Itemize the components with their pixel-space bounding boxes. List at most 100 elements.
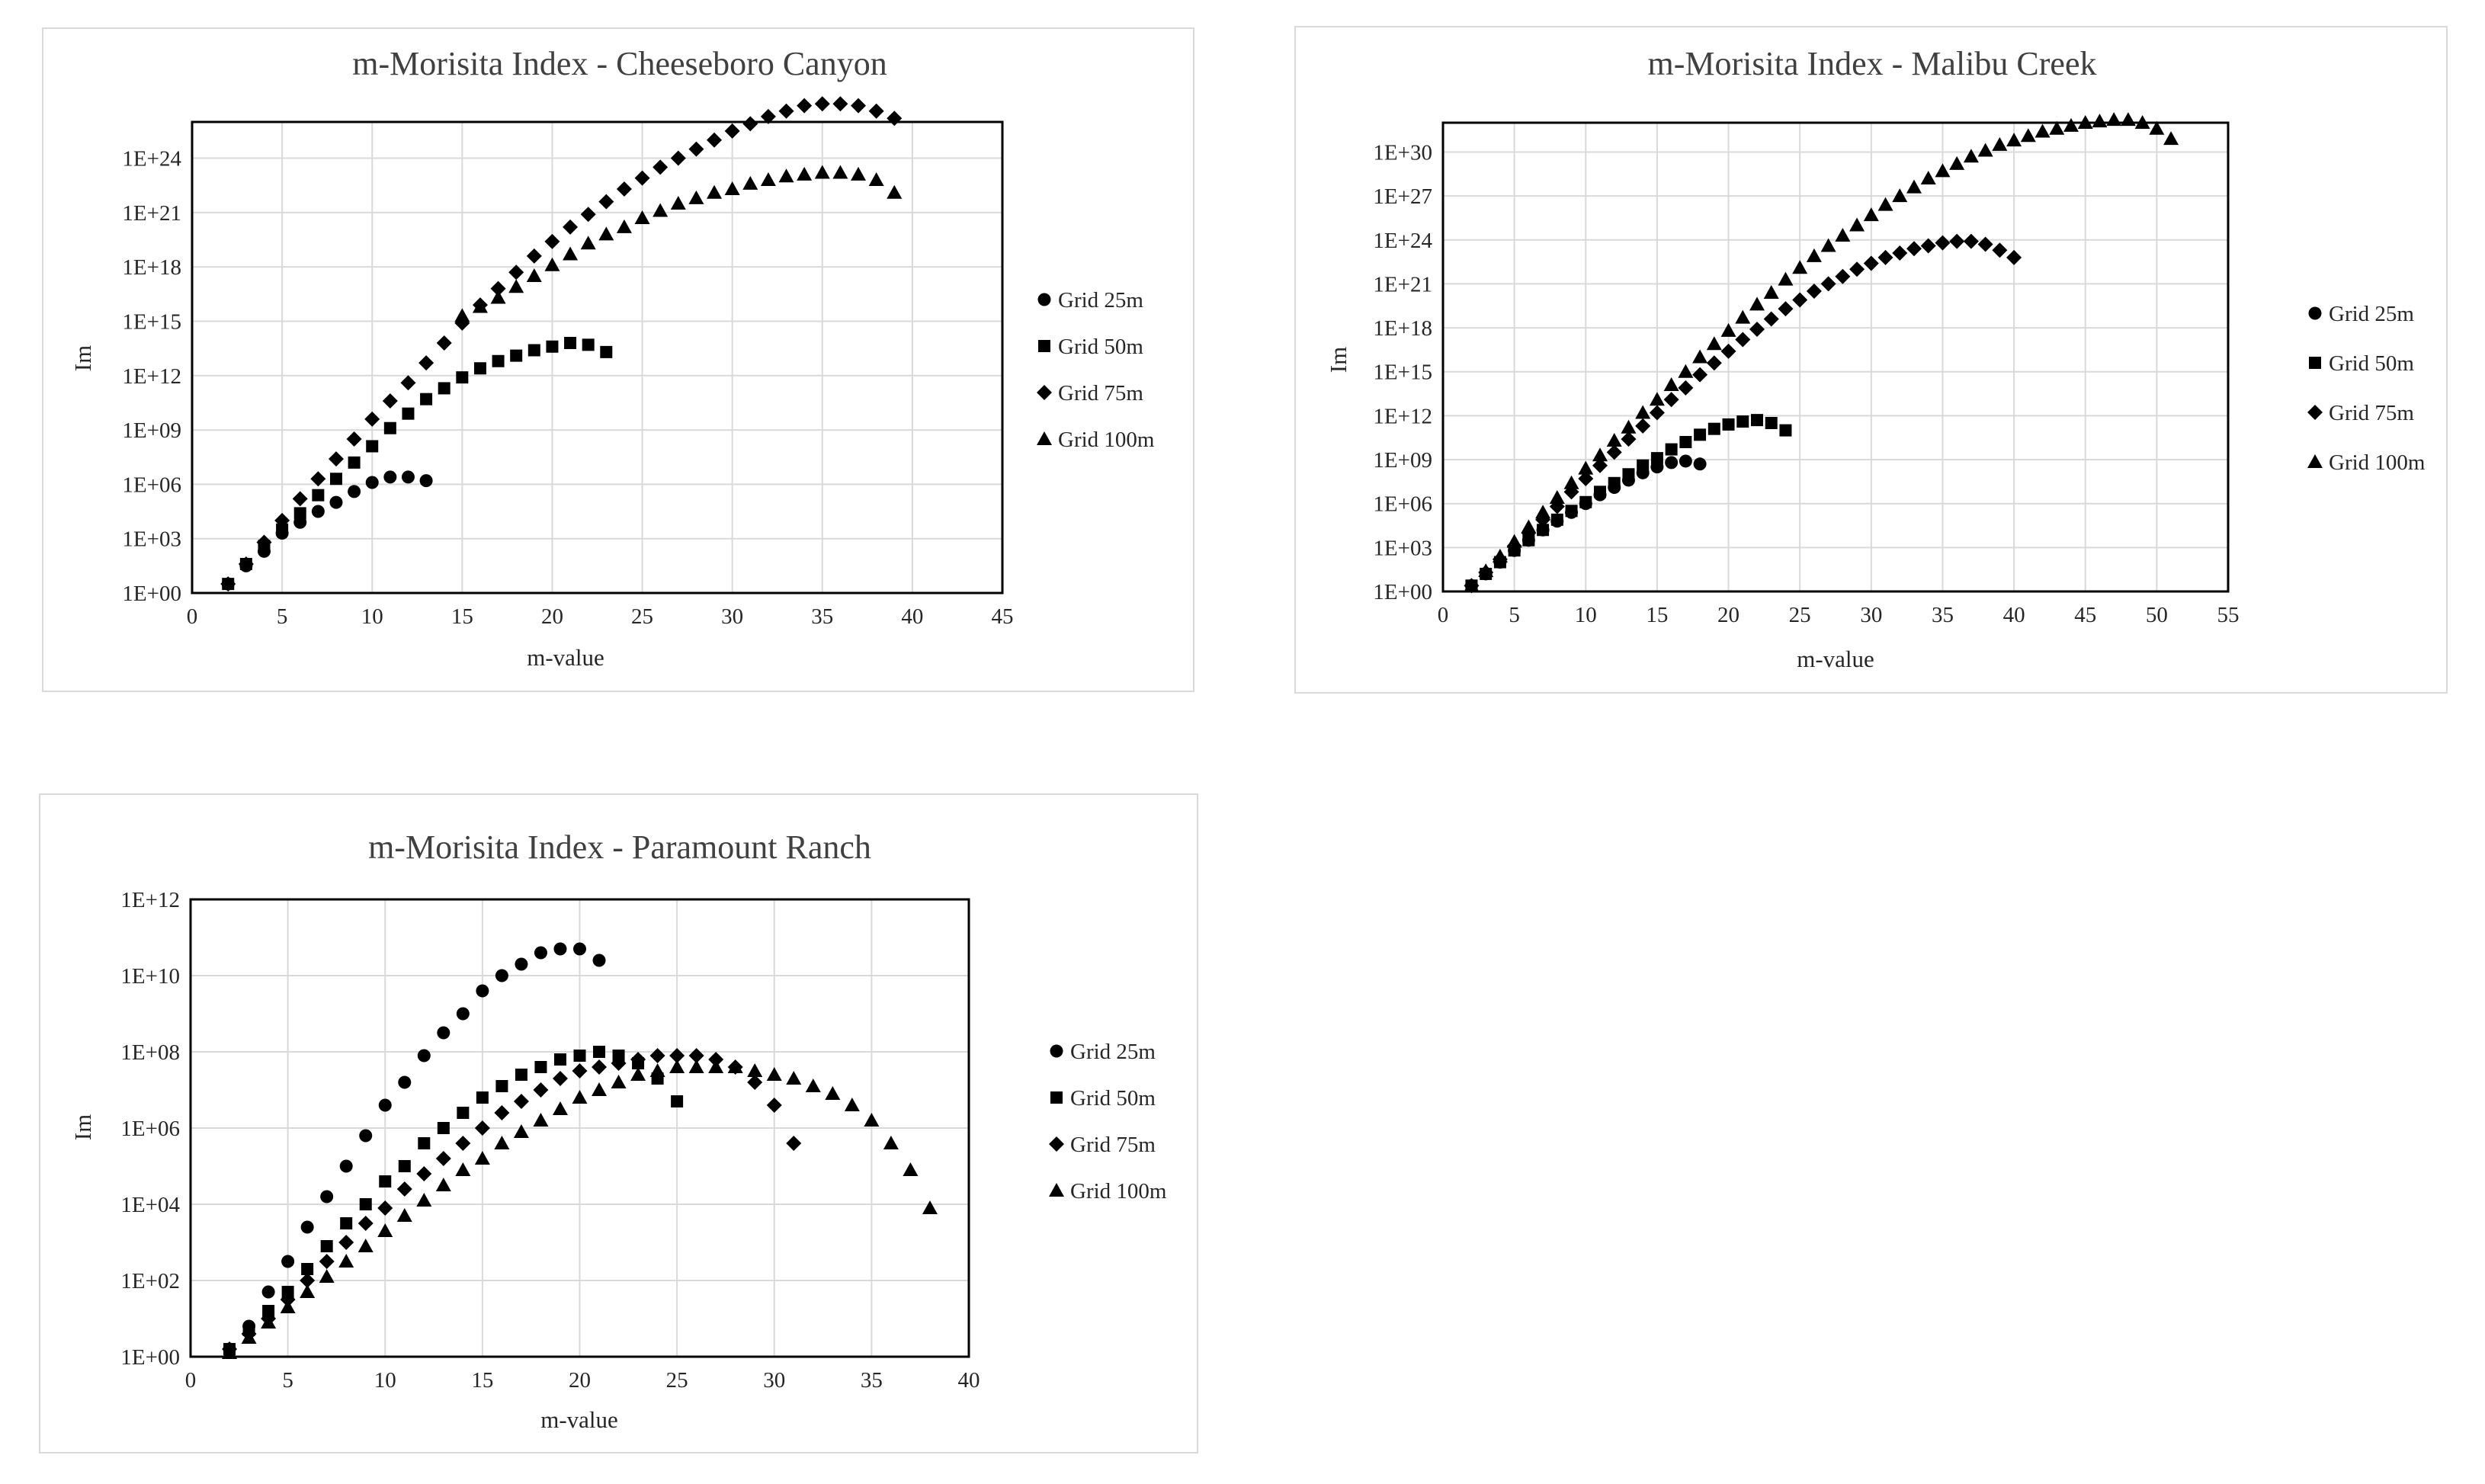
data-point-grid-75m: [611, 1056, 627, 1071]
data-point-grid-75m: [1820, 276, 1836, 292]
data-point-grid-75m: [832, 96, 848, 112]
data-point-grid-50m: [582, 338, 595, 351]
data-point-grid-100m: [494, 1136, 510, 1149]
data-point-grid-50m: [1779, 424, 1792, 437]
data-point-grid-75m: [887, 111, 903, 127]
series-grid-75m: [222, 1048, 802, 1357]
y-tick-label: 1E+15: [122, 309, 181, 334]
data-point-grid-25m: [281, 1255, 295, 1268]
data-point-grid-100m: [338, 1254, 354, 1268]
data-point-grid-75m: [220, 576, 236, 592]
chart-svg-paramount-ranch: m-Morisita Index - Paramount Ranch 0 5 10 1…: [69, 829, 1167, 1433]
data-point-grid-25m: [339, 1159, 353, 1173]
data-point-grid-75m: [533, 1082, 549, 1098]
data-point-grid-75m: [310, 471, 326, 487]
data-point-grid-75m: [436, 335, 452, 351]
data-point-grid-50m: [366, 440, 379, 453]
data-point-grid-100m: [1563, 475, 1579, 489]
legend-marker-grid-100m: [2307, 454, 2323, 468]
y-tick-label: 1E+02: [120, 1269, 180, 1293]
data-point-grid-75m: [580, 207, 596, 223]
data-point-grid-100m: [572, 1090, 588, 1104]
data-point-grid-100m: [2063, 117, 2079, 132]
x-tick-label: 20: [569, 1368, 591, 1393]
data-point-grid-50m: [546, 340, 559, 353]
data-point-grid-50m: [573, 1050, 586, 1062]
y-tick-label: 1E+12: [122, 364, 181, 389]
data-point-grid-50m: [1736, 415, 1749, 428]
data-point-grid-75m: [494, 1105, 510, 1120]
data-point-grid-100m: [1663, 377, 1679, 392]
data-point-grid-75m: [513, 1094, 529, 1109]
data-point-grid-50m: [457, 1107, 470, 1119]
data-point-grid-100m: [1820, 238, 1836, 252]
x-tick-label: 45: [992, 604, 1014, 629]
data-point-grid-100m: [1720, 322, 1736, 337]
x-tick-label: 35: [811, 604, 833, 629]
data-point-grid-100m: [922, 1200, 938, 1214]
data-point-grid-75m: [724, 123, 740, 139]
chart-panel-malibu-creek: m-Morisita Index - Malibu Creek 0 5 10 15 20…: [1294, 26, 2448, 694]
data-point-grid-75m: [630, 1052, 646, 1067]
data-point-grid-50m: [1694, 428, 1707, 441]
x-tick-label: 15: [471, 1368, 493, 1393]
data-point-grid-100m: [1592, 447, 1608, 462]
legend: Grid 25m Grid 50m Grid 75m Grid 100m: [2307, 302, 2426, 475]
data-point-grid-100m: [1892, 188, 1908, 203]
data-point-grid-75m: [396, 1181, 412, 1197]
data-point-grid-75m: [766, 1098, 782, 1113]
legend: Grid 25m Grid 50m Grid 75m Grid 100m: [1037, 288, 1155, 452]
data-point-grid-50m: [1550, 513, 1563, 526]
x-tick-label: 40: [958, 1368, 980, 1393]
data-point-grid-75m: [616, 181, 632, 197]
data-point-grid-100m: [630, 1067, 646, 1081]
data-point-grid-50m: [600, 345, 613, 358]
y-tick-label: 1E+18: [1373, 316, 1432, 341]
data-point-grid-100m: [2092, 114, 2108, 128]
data-point-grid-100m: [1806, 248, 1822, 262]
data-point-grid-25m: [383, 470, 397, 484]
data-point-grid-75m: [328, 451, 344, 467]
x-tick-label: 25: [1789, 603, 1811, 627]
series-grid-25m: [221, 470, 433, 591]
data-point-grid-50m: [438, 382, 451, 395]
data-point-grid-100m: [797, 166, 813, 181]
legend-marker-grid-75m: [1049, 1136, 1064, 1152]
data-point-grid-100m: [454, 308, 470, 322]
y-tick-label: 1E+30: [1373, 140, 1432, 165]
legend-label-grid-50m: Grid 50m: [2329, 351, 2414, 376]
x-tick-label: 50: [2146, 603, 2168, 627]
data-point-grid-50m: [348, 456, 361, 469]
data-point-grid-100m: [2020, 128, 2036, 143]
data-point-grid-25m: [592, 954, 606, 967]
data-point-grid-25m: [417, 1049, 431, 1063]
data-point-grid-75m: [364, 411, 380, 427]
x-tick-label: 35: [1932, 603, 1954, 627]
data-point-grid-100m: [261, 1315, 277, 1329]
data-point-grid-100m: [2049, 120, 2065, 135]
data-point-grid-100m: [1792, 260, 1808, 274]
data-point-grid-75m: [238, 556, 254, 572]
legend-label-grid-50m: Grid 50m: [1070, 1086, 1156, 1111]
data-point-grid-75m: [418, 355, 434, 371]
data-point-grid-50m: [1565, 505, 1578, 518]
data-point-grid-100m: [563, 246, 579, 261]
data-point-grid-50m: [553, 1053, 566, 1066]
data-point-grid-50m: [495, 1080, 508, 1092]
data-point-grid-100m: [708, 1059, 724, 1073]
legend-marker-grid-75m: [1037, 385, 1052, 400]
data-point-grid-100m: [2120, 112, 2136, 127]
data-point-grid-100m: [2149, 120, 2165, 135]
data-point-grid-100m: [611, 1075, 627, 1088]
series-grid-100m: [454, 165, 903, 322]
y-axis-label: Im: [1325, 347, 1352, 373]
legend-marker-grid-25m: [1037, 293, 1051, 306]
plot-frame: [1441, 121, 2230, 593]
data-point-grid-75m: [1692, 367, 1708, 383]
y-axis-label: Im: [69, 1114, 96, 1140]
legend-marker-grid-75m: [2307, 405, 2323, 420]
chart-title: m-Morisita Index - Cheeseboro Canyon: [352, 45, 887, 82]
x-tick-label: 45: [2074, 603, 2096, 627]
data-point-grid-100m: [1877, 197, 1893, 211]
data-point-grid-25m: [311, 505, 325, 518]
